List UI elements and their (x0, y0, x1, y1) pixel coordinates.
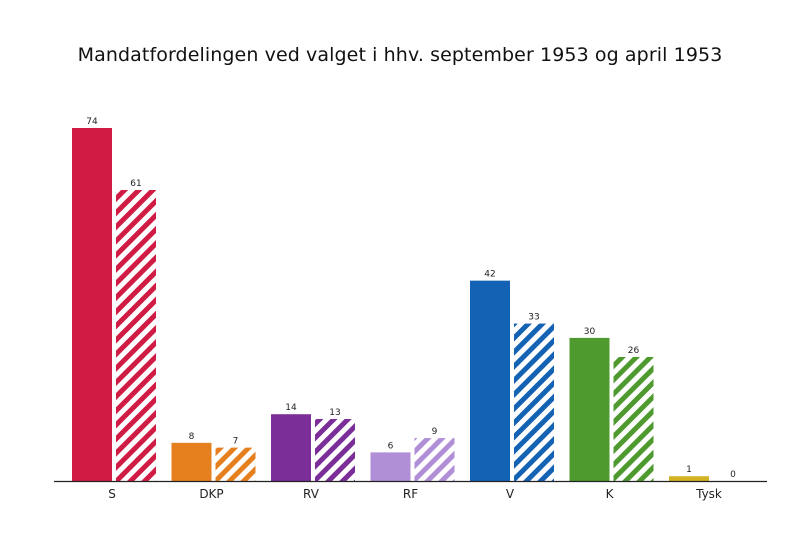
data-label-rv-hatched: 13 (329, 408, 340, 418)
data-label-k-hatched: 26 (628, 346, 640, 356)
bar-s-hatched (116, 190, 156, 481)
data-label-k-solid: 30 (584, 327, 596, 337)
bar-v-hatched (514, 323, 554, 481)
chart-title: Mandatfordelingen ved valget i hhv. sept… (77, 44, 723, 66)
x-tick-label-dkp: DKP (199, 487, 223, 501)
bar-v-solid (470, 280, 510, 481)
x-tick-label-v: V (506, 487, 515, 501)
bar-k-hatched (613, 356, 654, 481)
data-label-v-hatched: 33 (528, 313, 539, 323)
x-tick-label-s: S (108, 487, 116, 501)
bar-s-solid (72, 128, 112, 481)
data-label-tysk-solid: 1 (686, 465, 692, 475)
data-label-rv-solid: 14 (285, 403, 297, 413)
bar-dkp-solid (171, 442, 212, 481)
data-label-s-solid: 74 (86, 117, 98, 127)
bar-k-solid (569, 337, 610, 481)
data-label-rf-hatched: 9 (432, 427, 438, 437)
x-tick-label-rv: RV (303, 487, 320, 501)
data-label-tysk-hatched: 0 (730, 470, 736, 480)
bar-rv-solid (271, 414, 311, 481)
bar-tysk-solid (669, 476, 709, 481)
data-label-dkp-solid: 8 (189, 432, 195, 442)
data-label-s-hatched: 61 (130, 179, 141, 189)
data-label-v-solid: 42 (484, 270, 495, 280)
data-label-dkp-hatched: 7 (233, 437, 239, 447)
x-tick-label-rf: RF (403, 487, 418, 501)
bar-rv-hatched (315, 418, 355, 481)
x-tick-label-k: K (606, 487, 615, 501)
bar-rf-hatched (414, 438, 455, 481)
data-label-rf-solid: 6 (388, 441, 394, 451)
x-tick-label-tysk: Tysk (695, 487, 722, 501)
bar-rf-solid (370, 452, 411, 481)
bar-dkp-hatched (215, 447, 256, 481)
